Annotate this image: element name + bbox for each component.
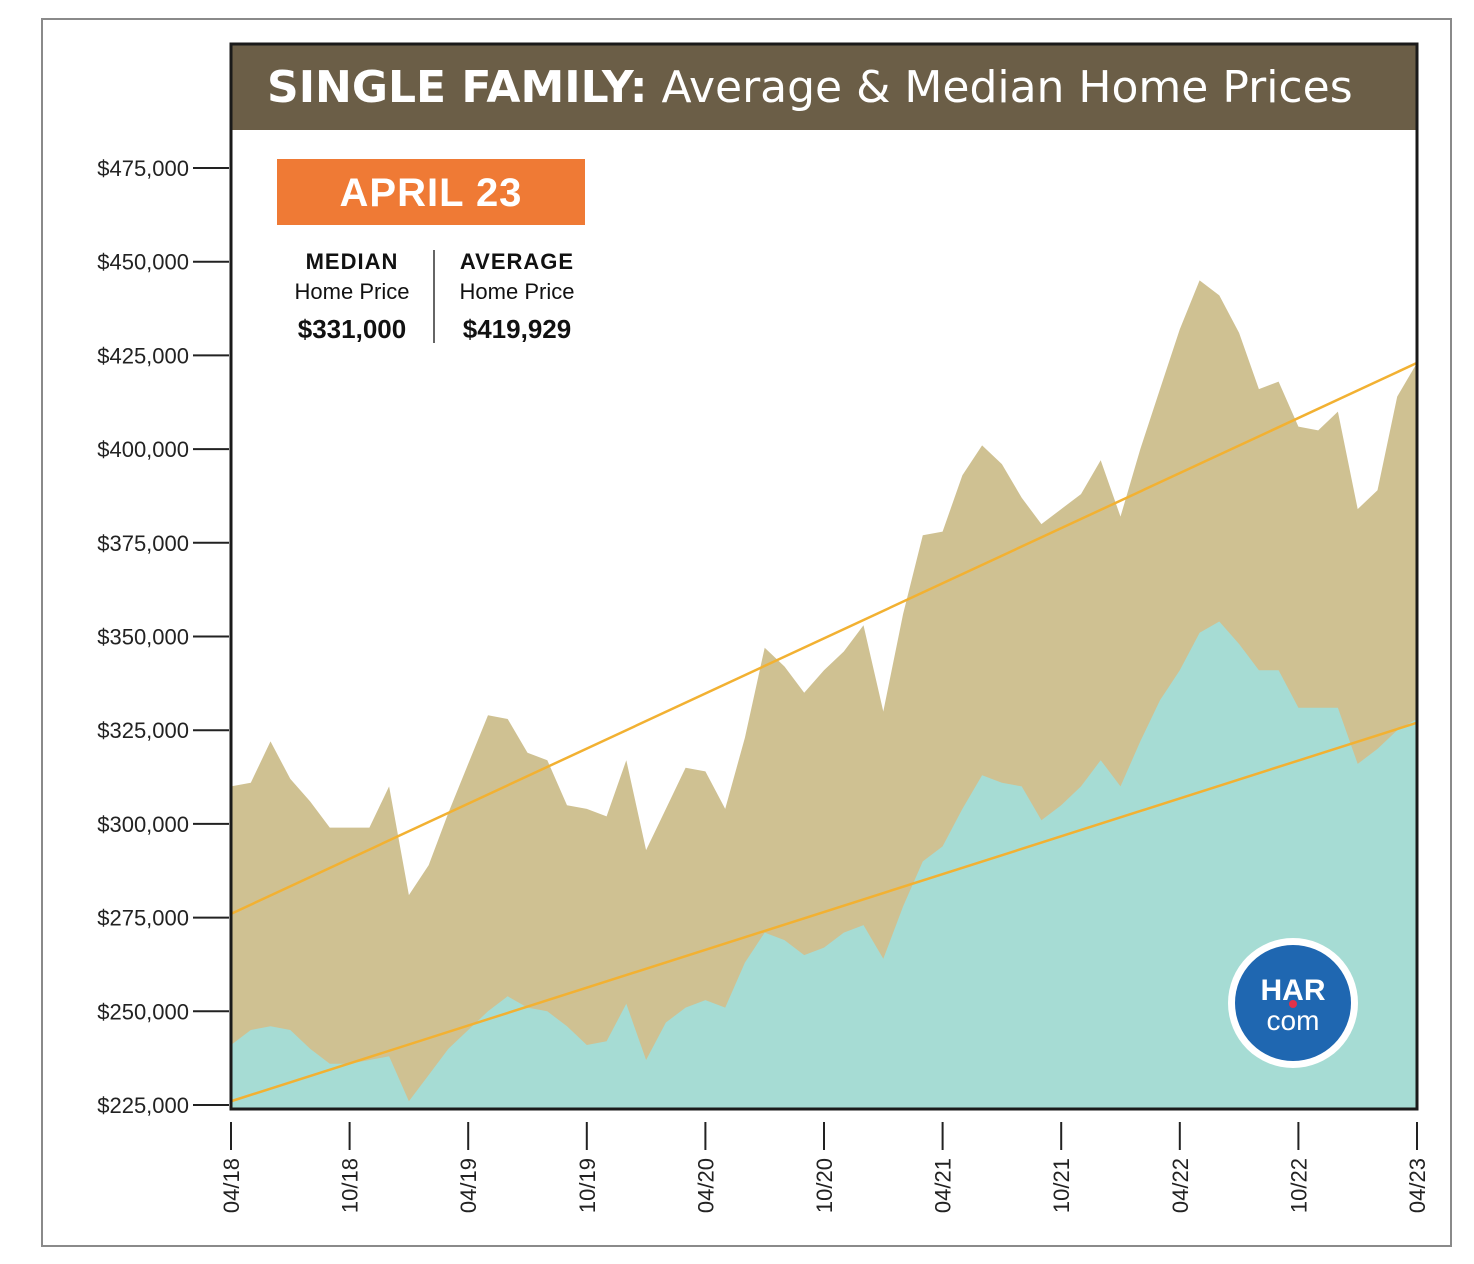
y-tick-label: $375,000	[97, 531, 189, 556]
median-sub-label: Home Price	[295, 279, 410, 304]
logo-dot	[1289, 1000, 1297, 1008]
month-badge	[277, 159, 585, 225]
y-tick-label: $300,000	[97, 812, 189, 837]
chart-title: SINGLE FAMILY: Average & Median Home Pri…	[267, 62, 1353, 113]
title-bar	[231, 44, 1417, 130]
x-tick-label: 04/18	[219, 1158, 244, 1213]
logo-text-com: com	[1267, 1005, 1320, 1036]
chart-title-rest: Average & Median Home Prices	[647, 62, 1352, 113]
y-tick-label: $425,000	[97, 343, 189, 368]
x-tick-label: 10/18	[338, 1158, 363, 1213]
x-axis: 04/18 10/18 04/19 10/19 04/20 10/20 04/21 10/21…	[219, 1122, 1430, 1213]
y-tick-label: $325,000	[97, 718, 189, 743]
x-tick-label: 10/21	[1049, 1158, 1074, 1213]
month-badge-text: APRIL 23	[340, 171, 523, 215]
chart-svg: SINGLE FAMILY: Average & Median Home Pri…	[97, 42, 1430, 1213]
x-tick-label: 04/19	[456, 1158, 481, 1213]
y-tick-label: $400,000	[97, 437, 189, 462]
average-value: $419,929	[463, 314, 571, 344]
y-tick-label: $250,000	[97, 999, 189, 1024]
x-tick-label: 10/20	[812, 1158, 837, 1213]
chart-frame: SINGLE FAMILY: Average & Median Home Pri…	[41, 18, 1452, 1247]
median-trendline	[230, 721, 1418, 1103]
y-tick-label: $275,000	[97, 906, 189, 931]
plot-border	[229, 42, 1419, 1111]
y-tick-label: $350,000	[97, 625, 189, 650]
x-tick-label: 04/23	[1405, 1158, 1430, 1213]
average-label: AVERAGE	[460, 249, 574, 274]
average-trendline	[230, 361, 1418, 915]
chart-title-bold: SINGLE FAMILY:	[267, 62, 647, 113]
median-value: $331,000	[298, 314, 406, 344]
har-com-logo: HAR com	[1228, 938, 1358, 1068]
average-sub-label: Home Price	[460, 279, 575, 304]
x-tick-label: 04/20	[693, 1158, 718, 1213]
y-axis: $225,000 $250,000 $275,000 $300,000 $325,000…	[97, 156, 229, 1118]
area-layer	[231, 280, 1417, 1109]
x-tick-label: 04/21	[931, 1158, 956, 1213]
median-label: MEDIAN	[306, 249, 399, 274]
x-tick-label: 04/22	[1168, 1158, 1193, 1213]
x-tick-label: 10/22	[1286, 1158, 1311, 1213]
y-tick-label: $475,000	[97, 156, 189, 181]
y-tick-label: $225,000	[97, 1093, 189, 1118]
median-price-area	[231, 621, 1417, 1109]
y-tick-label: $450,000	[97, 250, 189, 275]
x-tick-label: 10/19	[575, 1158, 600, 1213]
